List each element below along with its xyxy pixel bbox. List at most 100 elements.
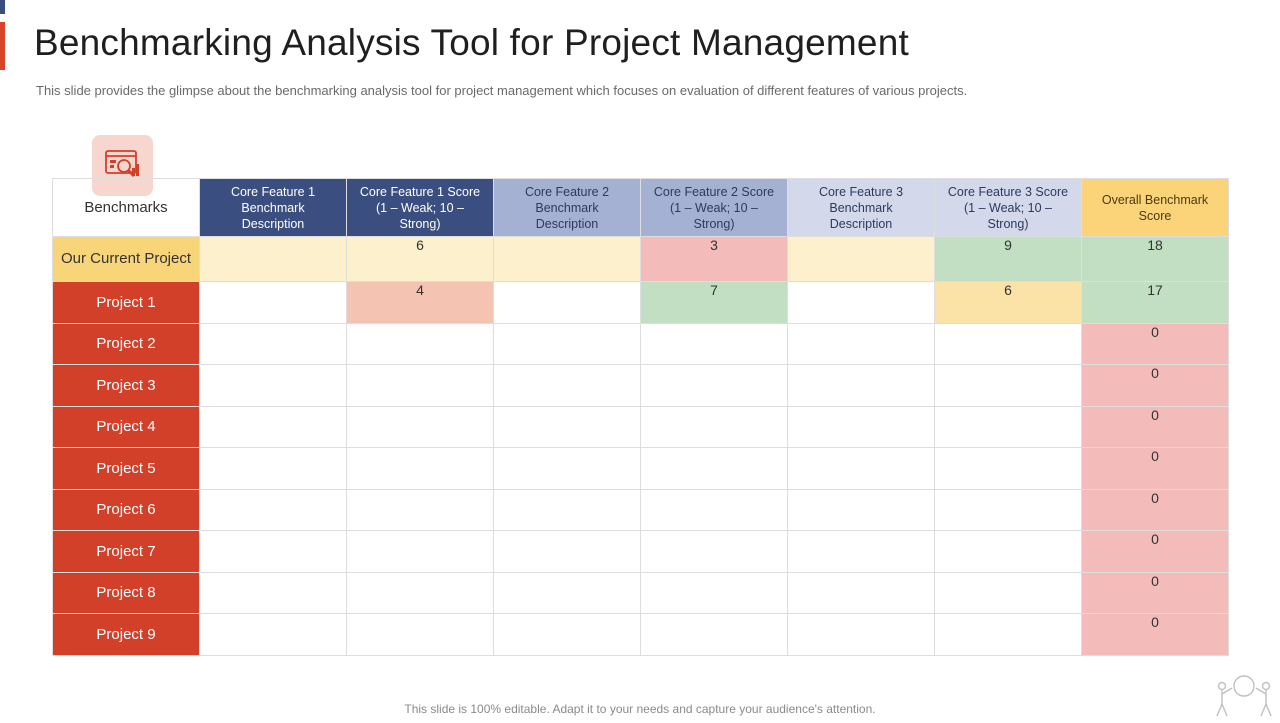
table-cell <box>493 613 641 656</box>
table-cell <box>640 530 788 573</box>
table-cell <box>787 281 935 324</box>
table-cell <box>199 571 347 614</box>
table-cell <box>934 530 1082 573</box>
table-cell <box>199 281 347 324</box>
table-cell <box>199 613 347 656</box>
table-cell <box>346 322 494 365</box>
page-title: Benchmarking Analysis Tool for Project M… <box>34 22 909 63</box>
table-cell <box>787 530 935 573</box>
table-cell: 4 <box>346 281 494 324</box>
row-label: Project 6 <box>52 488 200 531</box>
table-cell <box>640 405 788 448</box>
table-row: Project 7 0 <box>52 530 1229 573</box>
table-cell <box>199 488 347 531</box>
table-cell: 0 <box>1081 613 1229 656</box>
row-label: Project 9 <box>52 613 200 656</box>
table-cell: 7 <box>640 281 788 324</box>
row-label: Project 8 <box>52 571 200 614</box>
table-cell <box>199 236 347 282</box>
table-cell <box>346 405 494 448</box>
row-label: Project 2 <box>52 322 200 365</box>
row-label: Project 5 <box>52 447 200 490</box>
table-cell <box>787 571 935 614</box>
table-cell: 3 <box>640 236 788 282</box>
table-cell <box>640 488 788 531</box>
table-cell <box>493 364 641 407</box>
table-header-row: Core Feature 1 Benchmark Description Cor… <box>52 178 1229 237</box>
table-cell: 0 <box>1081 530 1229 573</box>
table-cell <box>934 447 1082 490</box>
table-cell <box>493 405 641 448</box>
table-row-current-project: Our Current Project 6 3 9 18 <box>52 236 1229 282</box>
table-cell: 0 <box>1081 571 1229 614</box>
table-cell <box>493 281 641 324</box>
table-row: Project 9 0 <box>52 613 1229 656</box>
table-cell <box>934 613 1082 656</box>
table-cell <box>787 447 935 490</box>
table-cell <box>787 364 935 407</box>
table-cell <box>346 364 494 407</box>
table-cell <box>640 447 788 490</box>
table-cell <box>934 571 1082 614</box>
header-feature3-description: Core Feature 3 Benchmark Description <box>787 178 935 237</box>
table-cell <box>934 322 1082 365</box>
accent-title-bar <box>0 22 5 70</box>
table-cell <box>934 405 1082 448</box>
table-cell: 17 <box>1081 281 1229 324</box>
table-row: Project 8 0 <box>52 571 1229 614</box>
table-cell: 0 <box>1081 447 1229 490</box>
table-row: Project 6 0 <box>52 488 1229 531</box>
header-feature3-score: Core Feature 3 Score (1 – Weak; 10 – Str… <box>934 178 1082 237</box>
row-label: Project 3 <box>52 364 200 407</box>
table-row: Project 5 0 <box>52 447 1229 490</box>
table-cell <box>934 488 1082 531</box>
table-row: Project 1 4 7 6 17 <box>52 281 1229 324</box>
table-cell: 6 <box>934 281 1082 324</box>
page-subtitle: This slide provides the glimpse about th… <box>36 83 968 98</box>
table-cell <box>493 571 641 614</box>
table-cell <box>787 488 935 531</box>
row-label: Project 4 <box>52 405 200 448</box>
row-label: Project 7 <box>52 530 200 573</box>
table-cell <box>787 613 935 656</box>
table-cell <box>787 236 935 282</box>
header-corner <box>52 178 200 237</box>
table-cell <box>493 488 641 531</box>
table-cell: 0 <box>1081 322 1229 365</box>
table-cell <box>346 613 494 656</box>
row-label: Project 1 <box>52 281 200 324</box>
accent-top-bar <box>0 0 5 14</box>
table-cell <box>199 530 347 573</box>
table-cell <box>493 322 641 365</box>
table-cell: 6 <box>346 236 494 282</box>
table-cell <box>346 447 494 490</box>
header-feature2-score: Core Feature 2 Score (1 – Weak; 10 – Str… <box>640 178 788 237</box>
table-cell <box>640 613 788 656</box>
table-row: Project 3 0 <box>52 364 1229 407</box>
table-cell <box>346 488 494 531</box>
header-feature2-description: Core Feature 2 Benchmark Description <box>493 178 641 237</box>
table-cell: 0 <box>1081 405 1229 448</box>
table-cell <box>199 405 347 448</box>
table-cell <box>934 364 1082 407</box>
table-cell <box>787 405 935 448</box>
row-label: Our Current Project <box>52 236 200 282</box>
table-cell <box>199 447 347 490</box>
table-cell <box>493 530 641 573</box>
table-cell <box>787 322 935 365</box>
benchmark-table: Core Feature 1 Benchmark Description Cor… <box>52 178 1229 656</box>
table-cell <box>346 530 494 573</box>
header-feature1-score: Core Feature 1 Score (1 – Weak; 10 – Str… <box>346 178 494 237</box>
table-cell: 0 <box>1081 364 1229 407</box>
table-row: Project 4 0 <box>52 405 1229 448</box>
people-puzzle-icon <box>1208 672 1276 723</box>
footer-note: This slide is 100% editable. Adapt it to… <box>404 702 876 716</box>
header-feature1-description: Core Feature 1 Benchmark Description <box>199 178 347 237</box>
table-cell <box>640 364 788 407</box>
table-cell <box>346 571 494 614</box>
table-cell <box>199 322 347 365</box>
table-cell: 18 <box>1081 236 1229 282</box>
table-cell: 9 <box>934 236 1082 282</box>
table-cell <box>640 571 788 614</box>
table-cell <box>199 364 347 407</box>
